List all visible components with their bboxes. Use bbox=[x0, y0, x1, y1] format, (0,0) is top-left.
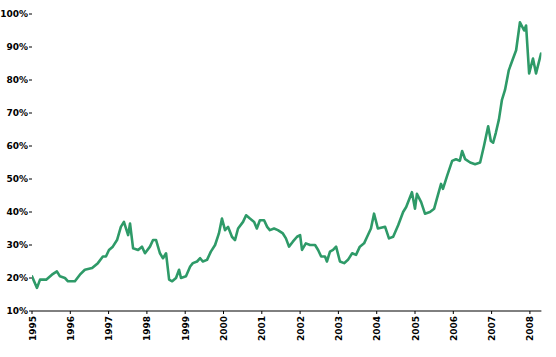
y-tick-label: 20% bbox=[6, 273, 28, 283]
x-tick-label: 2005 bbox=[411, 316, 421, 341]
x-tick bbox=[70, 311, 71, 314]
x-tick bbox=[338, 311, 339, 314]
x-tick-label: 2006 bbox=[449, 316, 459, 341]
y-tick bbox=[29, 245, 32, 246]
y-tick-label: 40% bbox=[6, 207, 28, 217]
y-tick bbox=[29, 80, 32, 81]
x-tick-label: 1998 bbox=[142, 316, 152, 341]
x-tick-label: 1996 bbox=[66, 316, 76, 341]
y-tick bbox=[29, 146, 32, 147]
x-tick bbox=[376, 311, 377, 314]
x-tick bbox=[261, 311, 262, 314]
x-tick-label: 2007 bbox=[487, 316, 497, 341]
x-tick bbox=[491, 311, 492, 314]
y-tick bbox=[29, 47, 32, 48]
y-tick-label: 80% bbox=[6, 75, 28, 85]
y-tick-label: 50% bbox=[6, 174, 28, 184]
plot-area bbox=[32, 22, 541, 288]
x-tick bbox=[223, 311, 224, 314]
x-tick-label: 2000 bbox=[219, 316, 229, 341]
x-tick-label: 1999 bbox=[181, 316, 191, 341]
x-tick-label: 1995 bbox=[28, 316, 38, 341]
x-tick bbox=[108, 311, 109, 314]
x-tick-label: 1997 bbox=[104, 316, 114, 341]
y-tick-label: 30% bbox=[6, 240, 28, 250]
x-tick bbox=[146, 311, 147, 314]
x-tick-label: 2008 bbox=[525, 316, 535, 341]
x-tick bbox=[529, 311, 530, 314]
y-tick bbox=[29, 212, 32, 213]
y-tick-label: 90% bbox=[6, 42, 28, 52]
x-tick bbox=[185, 311, 186, 314]
x-axis: 1995 1996 1997 1998 1999 2000 2001 2002 2003 2004… bbox=[28, 311, 542, 341]
y-axis: 10% 20% 30% 40% 50% 60% 70% 80% 90% 100% bbox=[0, 9, 32, 316]
x-tick bbox=[415, 311, 416, 314]
y-tick-label: 100% bbox=[0, 9, 28, 19]
x-tick bbox=[453, 311, 454, 314]
y-tick bbox=[29, 278, 32, 279]
x-tick-label: 2002 bbox=[296, 316, 306, 341]
line-series bbox=[32, 22, 541, 288]
x-tick-label: 2003 bbox=[334, 316, 344, 341]
y-tick-label: 70% bbox=[6, 108, 28, 118]
chart: 10%20%30%40%50%60%70%80%90%100%199519961… bbox=[0, 0, 556, 357]
y-tick bbox=[29, 179, 32, 180]
y-tick-label: 10% bbox=[6, 306, 28, 316]
y-tick bbox=[29, 14, 32, 15]
y-tick bbox=[29, 113, 32, 114]
x-tick-label: 2004 bbox=[372, 316, 382, 341]
x-tick bbox=[32, 311, 33, 314]
x-tick-label: 2001 bbox=[257, 316, 267, 341]
x-tick bbox=[300, 311, 301, 314]
y-tick-label: 60% bbox=[6, 141, 28, 151]
